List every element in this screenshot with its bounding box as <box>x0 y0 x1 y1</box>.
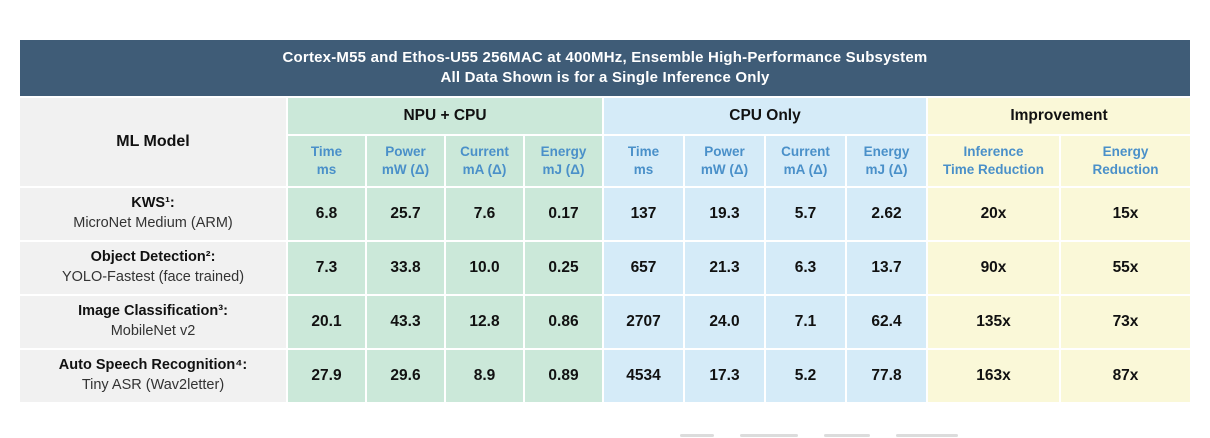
model-cell-image-classification: Image Classification³: MobileNet v2 <box>20 296 286 348</box>
value-cell: 7.3 <box>288 242 365 294</box>
value-cell: 12.8 <box>446 296 523 348</box>
value-cell: 6.8 <box>288 188 365 240</box>
value-cell: 29.6 <box>367 350 444 402</box>
value-cell: 0.89 <box>525 350 602 402</box>
subheader-unit: mW (Δ) <box>700 162 749 177</box>
subheader-label: Power <box>385 144 426 160</box>
subheader-npu-power: Power mW (Δ) <box>367 136 444 186</box>
value-cell: 5.7 <box>766 188 845 240</box>
table-title-line1: Cortex-M55 and Ethos-U55 256MAC at 400MH… <box>282 48 928 66</box>
subheader-label: Time <box>627 144 660 160</box>
subheader-unit: Reduction <box>1092 162 1159 177</box>
value-cell: 20x <box>928 188 1059 240</box>
value-cell: 27.9 <box>288 350 365 402</box>
subheader-npu-current: Current mA (Δ) <box>446 136 523 186</box>
value-cell: 90x <box>928 242 1059 294</box>
value-cell: 2.62 <box>847 188 926 240</box>
model-detail: MicroNet Medium (ARM) <box>73 215 233 231</box>
subheader-unit: mA (Δ) <box>462 162 507 177</box>
subheader-unit: ms <box>633 162 654 177</box>
subheader-npu-energy: Energy mJ (Δ) <box>525 136 602 186</box>
subheader-cpu-energy: Energy mJ (Δ) <box>847 136 926 186</box>
subheader-unit: mA (Δ) <box>783 162 828 177</box>
subheader-unit: ms <box>316 162 337 177</box>
value-cell: 20.1 <box>288 296 365 348</box>
value-cell: 7.6 <box>446 188 523 240</box>
value-cell: 77.8 <box>847 350 926 402</box>
value-cell: 33.8 <box>367 242 444 294</box>
value-cell: 7.1 <box>766 296 845 348</box>
subheader-label: Energy <box>863 144 910 160</box>
model-name: Auto Speech Recognition⁴: <box>58 357 248 374</box>
subheader-label: Energy <box>1102 144 1149 160</box>
subheader-energy-reduction: Energy Reduction <box>1061 136 1190 186</box>
model-detail: MobileNet v2 <box>110 323 196 339</box>
value-cell: 21.3 <box>685 242 764 294</box>
subheader-cpu-time: Time ms <box>604 136 683 186</box>
value-cell: 0.17 <box>525 188 602 240</box>
value-cell: 8.9 <box>446 350 523 402</box>
value-cell: 0.86 <box>525 296 602 348</box>
cutoff-text-artifact <box>680 434 1190 438</box>
value-cell: 87x <box>1061 350 1190 402</box>
group-header-npu-cpu: NPU + CPU <box>288 98 602 134</box>
table-title-bar: Cortex-M55 and Ethos-U55 256MAC at 400MH… <box>20 40 1190 96</box>
model-detail: YOLO-Fastest (face trained) <box>61 269 245 285</box>
value-cell: 19.3 <box>685 188 764 240</box>
subheader-unit: mW (Δ) <box>381 162 430 177</box>
value-cell: 73x <box>1061 296 1190 348</box>
subheader-unit: mJ (Δ) <box>865 162 908 177</box>
subheader-inference-time-reduction: Inference Time Reduction <box>928 136 1059 186</box>
subheader-label: Current <box>781 144 830 160</box>
value-cell: 6.3 <box>766 242 845 294</box>
model-cell-object-detection: Object Detection²: YOLO-Fastest (face tr… <box>20 242 286 294</box>
value-cell: 17.3 <box>685 350 764 402</box>
value-cell: 2707 <box>604 296 683 348</box>
benchmark-grid: ML Model NPU + CPU CPU Only Improvement … <box>20 98 1190 402</box>
table-title-line2: All Data Shown is for a Single Inference… <box>440 69 770 86</box>
value-cell: 0.25 <box>525 242 602 294</box>
value-cell: 62.4 <box>847 296 926 348</box>
subheader-npu-time: Time ms <box>288 136 365 186</box>
model-cell-auto-speech-recognition: Auto Speech Recognition⁴: Tiny ASR (Wav2… <box>20 350 286 402</box>
subheader-cpu-power: Power mW (Δ) <box>685 136 764 186</box>
model-detail: Tiny ASR (Wav2letter) <box>81 377 225 393</box>
subheader-label: Power <box>704 144 745 160</box>
value-cell: 163x <box>928 350 1059 402</box>
value-cell: 657 <box>604 242 683 294</box>
benchmark-table: Cortex-M55 and Ethos-U55 256MAC at 400MH… <box>20 40 1190 402</box>
value-cell: 24.0 <box>685 296 764 348</box>
subheader-label: Current <box>460 144 509 160</box>
subheader-label: Time <box>310 144 343 160</box>
column-header-ml-model: ML Model <box>20 98 286 186</box>
value-cell: 25.7 <box>367 188 444 240</box>
value-cell: 15x <box>1061 188 1190 240</box>
subheader-cpu-current: Current mA (Δ) <box>766 136 845 186</box>
value-cell: 135x <box>928 296 1059 348</box>
model-cell-kws: KWS¹: MicroNet Medium (ARM) <box>20 188 286 240</box>
subheader-unit: Time Reduction <box>942 162 1044 177</box>
value-cell: 55x <box>1061 242 1190 294</box>
model-name: Image Classification³: <box>78 303 228 320</box>
value-cell: 5.2 <box>766 350 845 402</box>
group-header-cpu-only: CPU Only <box>604 98 926 134</box>
value-cell: 13.7 <box>847 242 926 294</box>
group-header-improvement: Improvement <box>928 98 1190 134</box>
model-name: Object Detection²: <box>90 249 216 266</box>
value-cell: 4534 <box>604 350 683 402</box>
value-cell: 10.0 <box>446 242 523 294</box>
subheader-unit: mJ (Δ) <box>542 162 585 177</box>
subheader-label: Energy <box>540 144 587 160</box>
subheader-label: Inference <box>963 144 1024 160</box>
model-name: KWS¹: <box>131 195 175 212</box>
value-cell: 43.3 <box>367 296 444 348</box>
value-cell: 137 <box>604 188 683 240</box>
